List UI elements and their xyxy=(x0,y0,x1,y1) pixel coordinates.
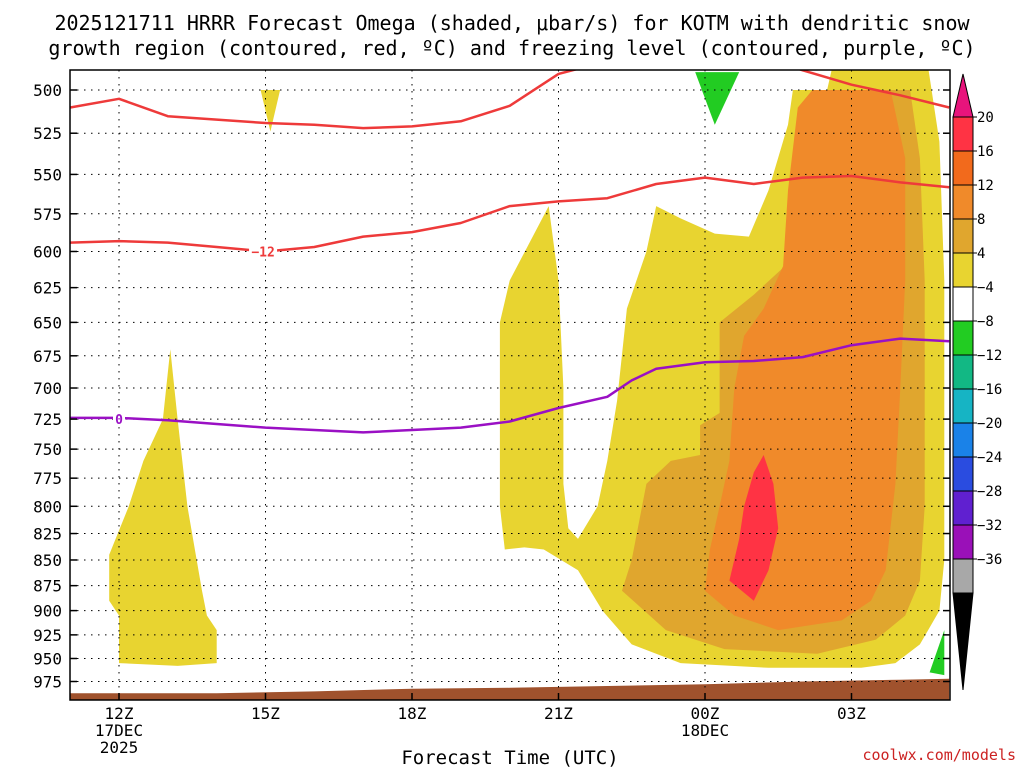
colorbar-label-5: −4 xyxy=(977,280,994,296)
y-tick-label-700: 700 xyxy=(33,379,62,398)
x-tick-label-12-0: 12Z xyxy=(105,704,134,723)
colorbar-top-arrow xyxy=(952,73,974,118)
colorbar: 20 16 12 8 4 −4 −8 −12 −16 −20 −24 −28 −32 −36 xyxy=(952,73,1002,691)
contour-label-bg-1 xyxy=(249,243,278,260)
omega-region-7 xyxy=(929,630,945,676)
colorbar-label-7: −12 xyxy=(977,348,1002,364)
y-tick-label-900: 900 xyxy=(33,602,62,621)
x-axis-label: Forecast Time (UTC) xyxy=(401,747,618,768)
y-tick-label-575: 575 xyxy=(33,205,62,224)
plot-frame xyxy=(69,69,951,701)
colorbar-swatch-12 xyxy=(952,524,974,560)
omega-region-5 xyxy=(729,455,779,601)
terrain-fill xyxy=(70,678,950,700)
colorbar-swatch-3 xyxy=(952,218,974,254)
x-tick-label-12-2: 2025 xyxy=(100,738,139,757)
colorbar-label-0: 20 xyxy=(977,110,994,126)
x-tick-label-21-0: 21Z xyxy=(544,704,573,723)
contour-label-2: 0 xyxy=(115,413,123,428)
colorbar-label-8: −16 xyxy=(977,382,1002,398)
y-tick-label-950: 950 xyxy=(33,649,62,668)
y-tick-label-650: 650 xyxy=(33,313,62,332)
colorbar-swatch-10 xyxy=(952,456,974,492)
y-tick-label-550: 550 xyxy=(33,165,62,184)
colorbar-swatch-1 xyxy=(952,150,974,186)
terrain-polygon xyxy=(70,678,950,700)
colorbar-swatch-0 xyxy=(952,116,974,152)
colorbar-swatch-9 xyxy=(952,422,974,458)
chart-title-line-1: 2025121711 HRRR Forecast Omega (shaded, … xyxy=(54,11,970,35)
y-tick-label-600: 600 xyxy=(33,242,62,261)
plot-area: −12 0 xyxy=(70,70,950,700)
y-tick-label-725: 725 xyxy=(33,410,62,429)
y-tick-label-775: 775 xyxy=(33,469,62,488)
colorbar-swatch-8 xyxy=(952,388,974,424)
colorbar-label-12: −32 xyxy=(977,518,1002,534)
grid-lines xyxy=(70,70,950,700)
y-tick-label-925: 925 xyxy=(33,626,62,645)
colorbar-label-3: 8 xyxy=(977,212,985,228)
colorbar-swatch-7 xyxy=(952,354,974,390)
colorbar-swatch-2 xyxy=(952,184,974,220)
y-axis: 500 525 550 575 600 625 650 675 700 725 750 775 800 8… xyxy=(33,81,950,692)
y-tick-label-750: 750 xyxy=(33,440,62,459)
omega-region-6 xyxy=(695,72,740,125)
contour-line-1 xyxy=(70,174,950,253)
omega-region-1 xyxy=(260,90,281,132)
colorbar-swatch-11 xyxy=(952,490,974,526)
omega-region-0 xyxy=(109,349,217,666)
y-tick-label-825: 825 xyxy=(33,525,62,544)
y-tick-label-800: 800 xyxy=(33,497,62,516)
colorbar-swatch-4 xyxy=(952,252,974,288)
x-tick-label-27-0: 03Z xyxy=(837,704,866,723)
colorbar-label-10: −24 xyxy=(977,450,1002,466)
colorbar-swatch-6 xyxy=(952,320,974,356)
y-tick-label-975: 975 xyxy=(33,673,62,692)
contour-line-2 xyxy=(70,337,950,434)
colorbar-swatch-13 xyxy=(952,558,974,594)
y-tick-label-525: 525 xyxy=(33,124,62,143)
colorbar-swatch-5 xyxy=(952,286,974,322)
colorbar-label-9: −20 xyxy=(977,416,1002,432)
colorbar-label-13: −36 xyxy=(977,552,1002,568)
colorbar-label-1: 16 xyxy=(977,144,994,160)
colorbar-label-11: −28 xyxy=(977,484,1002,500)
contour-label-1: −12 xyxy=(251,245,274,260)
x-tick-label-18-0: 18Z xyxy=(398,704,427,723)
x-tick-label-24-0: 00Z xyxy=(691,704,720,723)
x-tick-label-24-1: 18DEC xyxy=(681,721,729,740)
y-tick-label-675: 675 xyxy=(33,347,62,366)
colorbar-label-2: 12 xyxy=(977,178,994,194)
colorbar-bottom-arrow xyxy=(952,592,974,691)
x-tick-label-15-0: 15Z xyxy=(251,704,280,723)
y-tick-label-625: 625 xyxy=(33,279,62,298)
x-tick-label-12-1: 17DEC xyxy=(95,721,143,740)
y-tick-label-875: 875 xyxy=(33,577,62,596)
chart-title-line-2: growth region (contoured, red, ºC) and f… xyxy=(48,36,975,60)
y-tick-label-500: 500 xyxy=(33,81,62,100)
contour-label-bg-2 xyxy=(113,411,125,428)
y-tick-label-850: 850 xyxy=(33,551,62,570)
colorbar-label-6: −8 xyxy=(977,314,994,330)
colorbar-label-4: 4 xyxy=(977,246,985,262)
omega-shading xyxy=(109,70,945,676)
credit-text: coolwx.com/models xyxy=(862,746,1016,764)
